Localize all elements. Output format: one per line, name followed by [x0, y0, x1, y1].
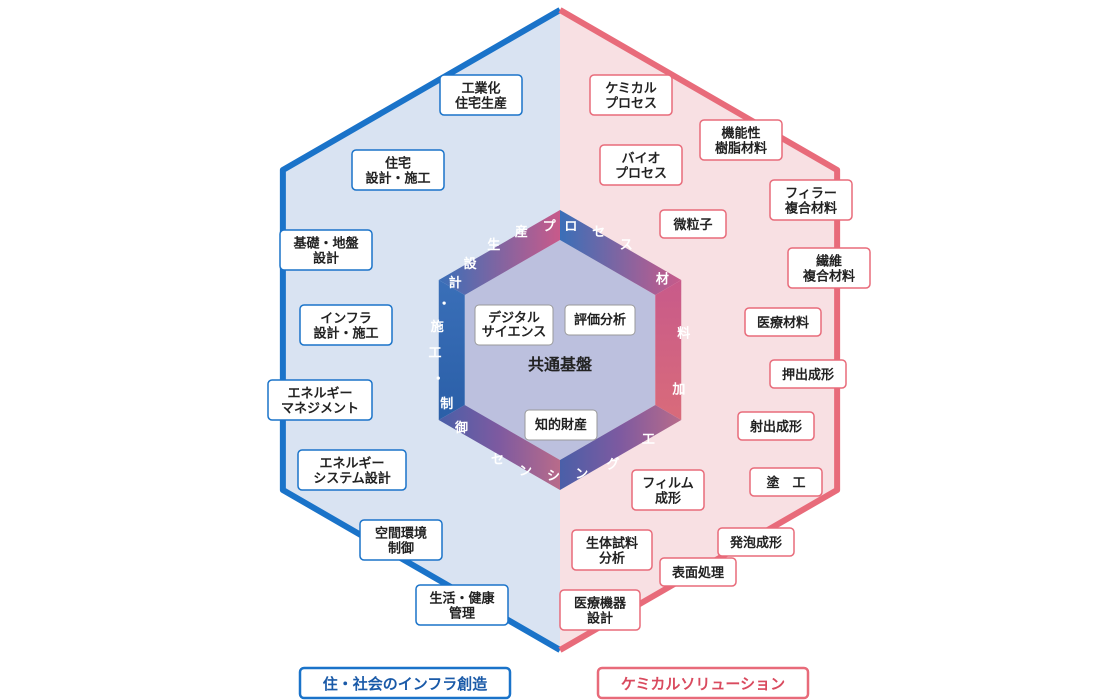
svg-text:・: ・ [432, 371, 445, 386]
svg-text:生体試料: 生体試料 [586, 536, 638, 551]
svg-text:デジタル: デジタル [488, 310, 540, 325]
svg-text:複合材料: 複合材料 [802, 269, 855, 284]
svg-text:医療機器: 医療機器 [574, 596, 627, 611]
svg-text:知的財産: 知的財産 [535, 417, 587, 432]
svg-text:料: 料 [677, 326, 690, 341]
svg-text:設計: 設計 [587, 611, 613, 626]
svg-text:基礎・地盤: 基礎・地盤 [292, 236, 359, 251]
title-right: ケミカルソリューション [621, 676, 785, 693]
svg-text:成形: 成形 [655, 491, 681, 506]
title-left: 住・社会のインフラ創造 [323, 675, 488, 693]
svg-text:工業化: 工業化 [461, 81, 500, 96]
center-title: 共通基盤 [528, 355, 593, 374]
svg-text:プロセス: プロセス [615, 166, 667, 181]
svg-text:エネルギー: エネルギー [319, 456, 384, 471]
svg-text:エネルギー: エネルギー [287, 386, 352, 401]
svg-text:設計: 設計 [313, 251, 339, 266]
svg-text:空間環境: 空間環境 [375, 526, 427, 541]
svg-text:発泡成形: 発泡成形 [729, 535, 782, 550]
svg-text:ロ: ロ [564, 218, 577, 233]
svg-text:管理: 管理 [449, 606, 475, 621]
svg-text:微粒子: 微粒子 [672, 217, 712, 232]
svg-text:機能性: 機能性 [721, 126, 760, 141]
svg-text:設: 設 [464, 256, 478, 271]
ring-seg-1 [655, 280, 681, 420]
svg-text:ン: ン [519, 463, 532, 478]
svg-text:御: 御 [454, 420, 468, 435]
svg-text:射出成形: 射出成形 [749, 419, 802, 434]
svg-text:セ: セ [491, 451, 504, 466]
svg-text:材: 材 [656, 271, 669, 286]
svg-text:塗 工: 塗 工 [766, 475, 805, 490]
svg-text:ス: ス [620, 237, 633, 252]
svg-text:評価分析: 評価分析 [574, 312, 626, 327]
svg-text:制御: 制御 [388, 541, 414, 556]
svg-text:施: 施 [431, 319, 444, 334]
svg-text:バイオ: バイオ [621, 151, 660, 166]
svg-text:樹脂材料: 樹脂材料 [715, 141, 767, 156]
svg-text:フィルム: フィルム [642, 476, 693, 491]
svg-text:制: 制 [440, 396, 453, 411]
svg-text:計: 計 [449, 275, 462, 290]
svg-text:セ: セ [592, 224, 605, 239]
svg-text:住宅生産: 住宅生産 [455, 96, 507, 111]
svg-text:ン: ン [575, 466, 588, 481]
svg-text:医療材料: 医療材料 [757, 315, 809, 330]
svg-text:システム設計: システム設計 [313, 471, 391, 486]
svg-text:マネジメント: マネジメント [281, 401, 359, 416]
svg-text:工: 工 [429, 345, 442, 360]
svg-text:繊維: 繊維 [816, 254, 842, 269]
svg-text:プ: プ [543, 218, 557, 233]
svg-text:設計・施工: 設計・施工 [313, 326, 378, 341]
svg-text:表面処理: 表面処理 [671, 565, 724, 580]
svg-text:分析: 分析 [599, 551, 625, 566]
svg-text:住宅: 住宅 [385, 156, 411, 171]
svg-text:グ: グ [606, 456, 619, 471]
svg-text:ケミカル: ケミカル [605, 81, 657, 96]
svg-text:加: 加 [671, 382, 685, 397]
svg-text:・: ・ [438, 296, 451, 311]
svg-text:シ: シ [547, 468, 560, 483]
svg-text:工: 工 [642, 431, 655, 446]
svg-text:押出成形: 押出成形 [782, 367, 834, 382]
svg-text:生活・健康: 生活・健康 [429, 591, 495, 606]
svg-text:生: 生 [487, 237, 500, 252]
svg-text:サイエンス: サイエンス [482, 324, 547, 339]
svg-text:インフラ: インフラ [320, 311, 372, 326]
svg-text:産: 産 [515, 224, 528, 239]
svg-text:複合材料: 複合材料 [784, 201, 837, 216]
svg-text:設計・施工: 設計・施工 [365, 171, 430, 186]
svg-text:フィラー: フィラー [785, 186, 837, 201]
svg-text:プロセス: プロセス [605, 96, 657, 111]
